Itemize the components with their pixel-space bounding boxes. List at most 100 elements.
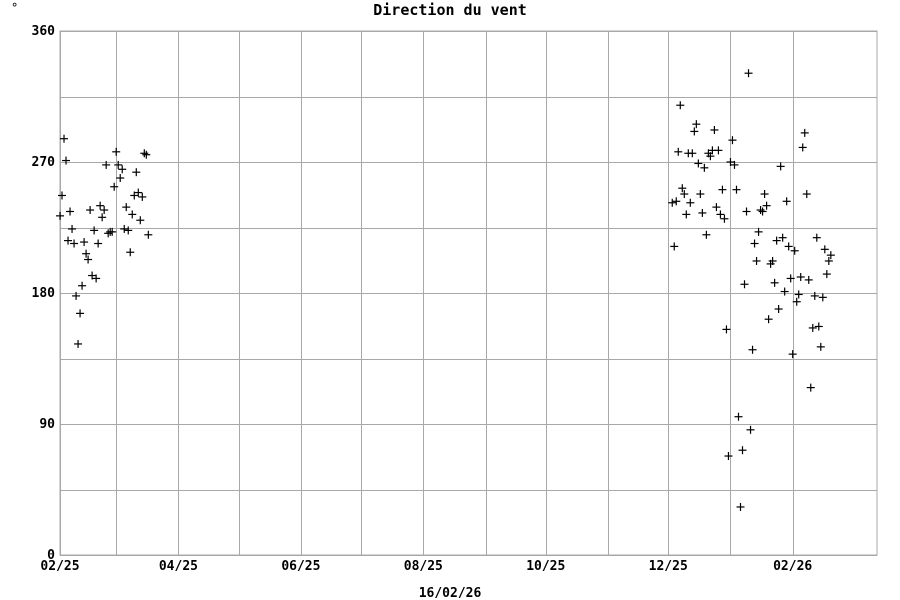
data-point: [776, 162, 785, 171]
data-point: [820, 245, 829, 254]
data-point: [76, 309, 85, 318]
y-tick-label: 270: [32, 155, 56, 170]
data-point: [718, 185, 727, 194]
data-point: [758, 207, 767, 216]
data-point: [726, 158, 735, 166]
data-point: [800, 128, 809, 137]
data-point: [746, 425, 755, 434]
data-point: [824, 256, 833, 265]
data-point: [84, 255, 93, 264]
data-point: [72, 291, 81, 300]
data-point: [142, 150, 151, 159]
data-point: [698, 208, 707, 217]
data-point: [674, 147, 683, 156]
data-point: [116, 174, 125, 183]
data-point: [690, 127, 699, 136]
chart-title: Direction du vent: [373, 1, 527, 19]
data-point: [108, 227, 117, 236]
data-point: [138, 192, 147, 201]
data-point: [730, 160, 739, 169]
data-point: [778, 233, 787, 242]
data-point: [734, 412, 743, 421]
data-point: [672, 197, 681, 206]
data-point: [90, 226, 99, 235]
data-point: [80, 238, 89, 247]
data-point: [796, 272, 805, 281]
data-point: [768, 256, 777, 265]
data-point: [60, 134, 69, 143]
data-point: [780, 287, 789, 296]
x-tick-label: 08/25: [404, 559, 443, 574]
data-point: [710, 125, 719, 134]
data-point: [670, 242, 679, 251]
data-point: [738, 446, 747, 455]
y-tick-label: 0: [47, 548, 55, 563]
data-point: [130, 191, 139, 200]
data-point: [132, 168, 141, 177]
data-point: [806, 383, 815, 392]
data-point: [712, 203, 721, 212]
data-point: [696, 190, 705, 199]
data-points: [56, 69, 835, 511]
data-point: [58, 191, 67, 200]
x-tick-label: 02/25: [40, 559, 79, 574]
data-point: [794, 290, 803, 299]
data-point: [700, 163, 709, 172]
data-point: [104, 229, 113, 238]
data-point: [140, 149, 149, 158]
data-point: [70, 239, 79, 248]
data-point: [736, 502, 745, 511]
y-tick-label: 90: [39, 417, 55, 432]
data-point: [676, 101, 685, 110]
data-point: [752, 256, 761, 265]
data-point: [742, 207, 751, 216]
data-point: [56, 211, 64, 220]
data-point: [816, 342, 825, 351]
data-point: [810, 291, 819, 300]
data-point: [808, 323, 817, 332]
data-point: [788, 350, 797, 359]
x-tick-label: 04/25: [159, 559, 198, 574]
data-point: [136, 216, 145, 225]
data-point: [112, 147, 121, 156]
data-point: [716, 210, 725, 219]
data-point: [78, 281, 87, 290]
data-point: [826, 251, 835, 260]
data-point: [94, 239, 103, 248]
data-point: [118, 165, 127, 174]
data-point: [724, 452, 733, 461]
data-point: [740, 280, 749, 289]
data-point: [62, 156, 71, 165]
data-point: [792, 297, 801, 306]
data-point: [732, 185, 741, 194]
data-point: [100, 206, 109, 215]
data-point: [86, 206, 95, 215]
data-point: [668, 198, 677, 207]
x-tick-label: 12/25: [649, 559, 688, 574]
data-point: [96, 201, 105, 210]
data-point: [114, 160, 123, 169]
data-point: [822, 270, 831, 279]
data-point: [750, 239, 759, 248]
data-point: [706, 152, 715, 161]
data-point: [102, 160, 111, 169]
data-point: [82, 249, 91, 258]
data-point: [74, 339, 83, 348]
data-point: [804, 275, 813, 284]
data-point: [64, 236, 73, 245]
degree-symbol: °: [11, 1, 18, 15]
data-point: [770, 278, 779, 287]
data-point: [818, 293, 827, 302]
data-point: [688, 149, 697, 158]
data-point: [66, 207, 75, 216]
data-point: [728, 136, 737, 145]
data-point: [124, 226, 133, 235]
data-point: [754, 227, 763, 236]
data-point: [682, 210, 691, 219]
x-tick-label: 10/25: [526, 559, 565, 574]
data-point: [782, 197, 791, 206]
data-point: [714, 146, 723, 155]
data-point: [126, 248, 135, 257]
x-axis-ticks: 02/25 04/25 06/25 08/25 10/25 12/25 02/26: [40, 559, 812, 574]
x-tick-label: 02/26: [773, 559, 812, 574]
